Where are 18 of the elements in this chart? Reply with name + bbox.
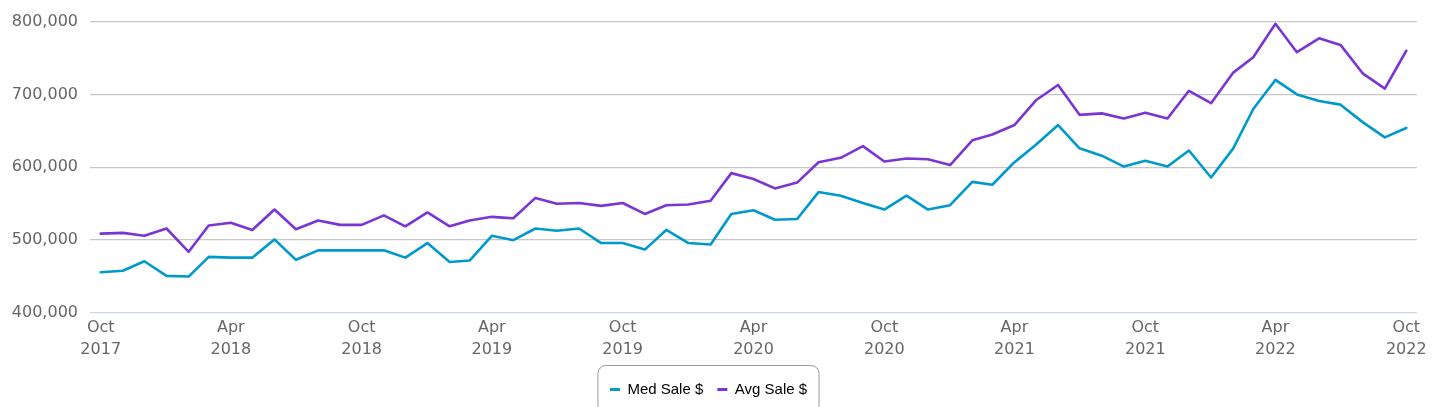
- y-tick-label: 600,000: [11, 156, 78, 176]
- y-tick-label: 800,000: [11, 10, 78, 30]
- legend-label: Avg Sale $: [734, 379, 808, 397]
- x-tick-label: Oct 2019: [602, 316, 644, 358]
- legend-label: Med Sale $: [627, 379, 704, 397]
- y-tick-label: 500,000: [11, 229, 78, 249]
- x-tick-label: Oct 2018: [341, 316, 383, 358]
- x-tick-label: Apr 2021: [994, 316, 1035, 358]
- x-tick-label: Oct 2021: [1124, 316, 1166, 358]
- y-tick-label: 400,000: [11, 302, 78, 322]
- x-tick-label: Apr 2022: [1255, 316, 1296, 358]
- x-tick-label: Oct 2017: [80, 316, 122, 358]
- x-tick-label: Apr 2018: [210, 316, 252, 358]
- x-tick-label: Apr 2020: [733, 316, 774, 358]
- x-tick-label: Apr 2019: [471, 316, 513, 358]
- x-tick-label: Oct 2022: [1385, 316, 1427, 358]
- x-tick-label: Oct 2020: [863, 316, 905, 358]
- y-tick-label: 700,000: [11, 83, 78, 103]
